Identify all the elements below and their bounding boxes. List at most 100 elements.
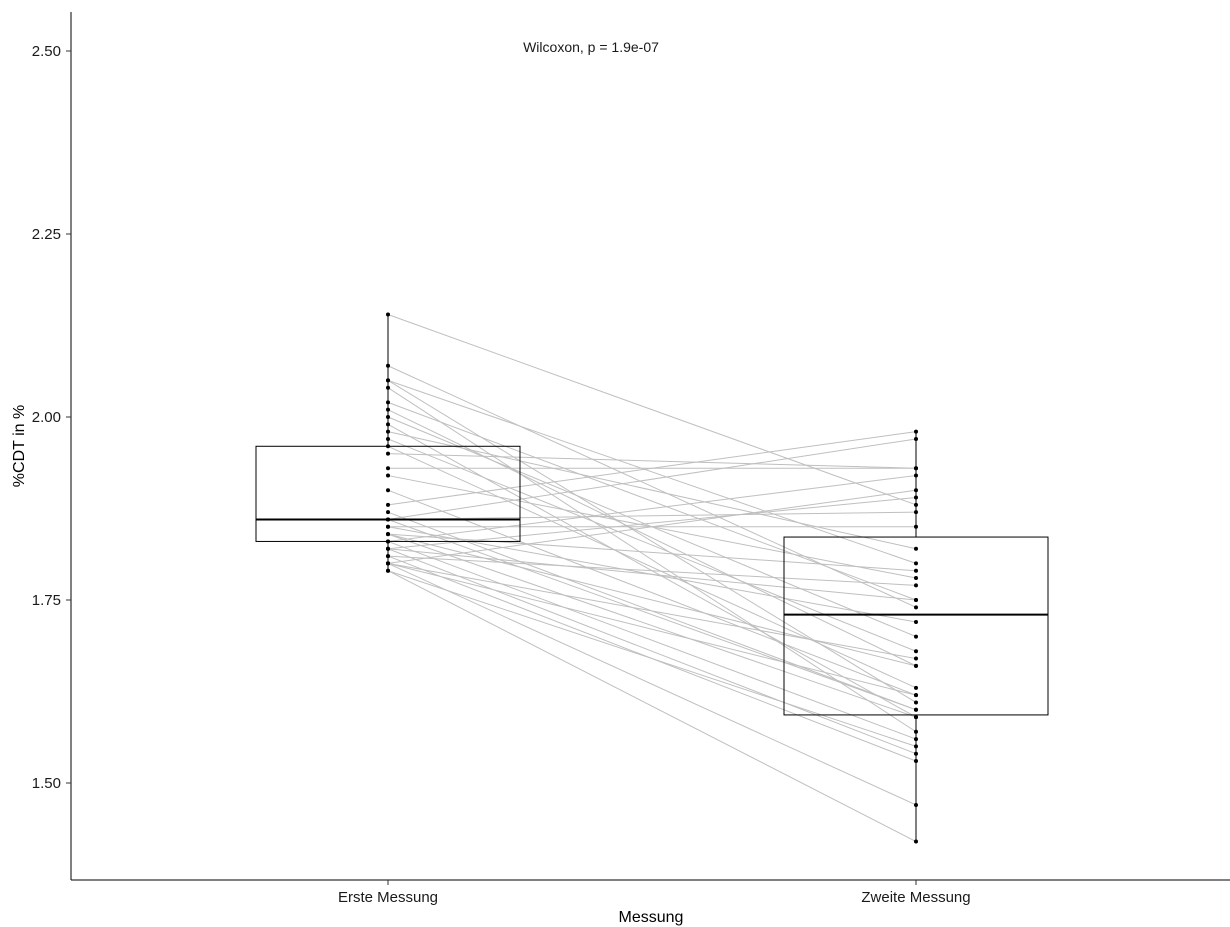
point-zweite: [914, 495, 918, 500]
paired-lines: [387, 314, 917, 843]
point-erste: [386, 422, 390, 427]
point-erste: [386, 561, 390, 566]
point-erste: [386, 400, 390, 405]
data-points: [386, 312, 918, 844]
x-tick-label: Erste Messung: [338, 889, 438, 906]
paired-line: [387, 562, 917, 696]
point-zweite: [914, 605, 918, 610]
point-zweite: [914, 634, 918, 639]
point-erste: [386, 510, 390, 515]
point-zweite: [914, 510, 918, 515]
paired-line: [387, 314, 917, 506]
y-axis-title: %CDT in %: [11, 405, 28, 487]
paired-line: [387, 409, 917, 667]
paired-line: [387, 438, 917, 652]
point-zweite: [914, 663, 918, 668]
point-erste: [386, 568, 390, 573]
paired-line: [387, 533, 917, 718]
paired-line: [387, 475, 917, 542]
point-zweite: [914, 488, 918, 493]
paired-line: [387, 562, 917, 806]
point-zweite: [914, 429, 918, 434]
point-zweite: [914, 685, 918, 690]
point-erste: [386, 444, 390, 449]
point-zweite: [914, 729, 918, 734]
paired-line: [387, 387, 917, 733]
annotation-text: Wilcoxon, p = 1.9e-07: [523, 39, 659, 55]
point-erste: [386, 517, 390, 522]
boxplots: [255, 314, 1049, 842]
point-erste: [386, 532, 390, 537]
point-zweite: [914, 737, 918, 742]
y-tick-label: 2.50: [32, 43, 61, 60]
paired-line: [387, 519, 917, 711]
point-zweite: [914, 619, 918, 624]
point-zweite: [914, 693, 918, 698]
point-erste: [386, 539, 390, 544]
paired-line: [387, 540, 917, 740]
point-erste: [386, 524, 390, 529]
point-erste: [386, 502, 390, 507]
paired-line: [387, 555, 917, 586]
point-erste: [386, 407, 390, 412]
paired-line: [387, 533, 917, 667]
point-erste: [386, 546, 390, 551]
point-zweite: [914, 524, 918, 529]
paired-line: [387, 438, 917, 520]
point-erste: [386, 378, 390, 383]
point-zweite: [914, 656, 918, 661]
x-tick-label: Zweite Messung: [861, 889, 970, 906]
paired-line: [387, 570, 917, 747]
point-erste: [386, 429, 390, 434]
axes: [70, 12, 1230, 881]
point-zweite: [914, 598, 918, 602]
paired-line: [387, 401, 917, 601]
y-tick-label: 1.50: [32, 775, 61, 792]
point-erste: [386, 363, 390, 368]
paired-line: [387, 533, 917, 572]
paired-line: [387, 511, 917, 520]
y-tick-label: 2.00: [32, 409, 61, 426]
paired-line: [387, 548, 917, 755]
point-zweite: [914, 466, 918, 471]
point-zweite: [914, 707, 918, 712]
point-zweite: [914, 759, 918, 764]
point-zweite: [914, 744, 918, 749]
point-zweite: [914, 839, 918, 844]
point-zweite: [914, 568, 918, 573]
paired-line: [387, 562, 917, 660]
y-tick-label: 1.75: [32, 592, 61, 609]
point-zweite: [914, 561, 918, 566]
point-erste: [386, 436, 390, 441]
box: [783, 536, 1049, 716]
point-zweite: [914, 546, 918, 551]
point-zweite: [914, 802, 918, 807]
point-erste: [386, 473, 390, 478]
point-erste: [386, 554, 390, 559]
point-erste: [386, 488, 390, 493]
point-zweite: [914, 436, 918, 441]
point-erste: [386, 415, 390, 419]
point-zweite: [914, 649, 918, 654]
point-zweite: [914, 751, 918, 756]
point-erste: [386, 451, 390, 456]
point-zweite: [914, 583, 918, 588]
paired-line: [387, 570, 917, 843]
point-zweite: [914, 473, 918, 478]
point-zweite: [914, 502, 918, 507]
paired-line: [387, 453, 917, 469]
point-erste: [386, 312, 390, 317]
tick-marks: 1.50 1.75 2.00 2.25 2.50 Erste Messung Zweite …: [32, 43, 971, 906]
point-erste: [386, 466, 390, 471]
x-axis-title: Messung: [619, 909, 684, 926]
paired-line: [387, 431, 917, 550]
point-erste: [386, 385, 390, 390]
y-tick-label: 2.25: [32, 226, 61, 243]
paired-line: [387, 548, 917, 601]
paired-line: [387, 431, 917, 506]
paired-line: [387, 379, 917, 703]
paired-line: [387, 379, 917, 564]
point-zweite: [914, 715, 918, 720]
point-zweite: [914, 700, 918, 705]
